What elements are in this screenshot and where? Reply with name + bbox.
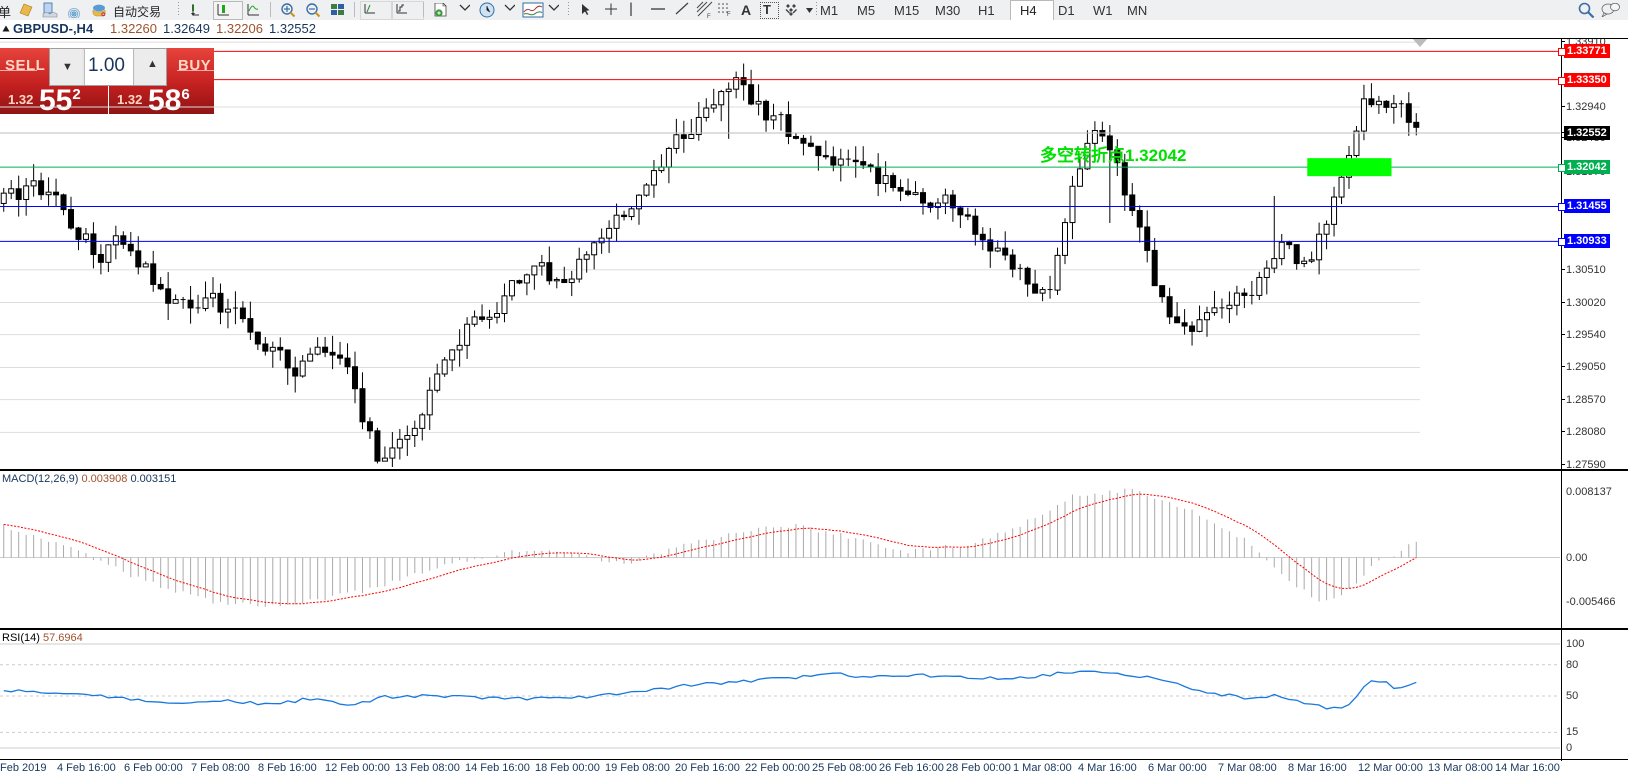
svg-text:多空转折点1.32042: 多空转折点1.32042 (1040, 145, 1186, 165)
svg-text:F: F (727, 12, 731, 16)
svg-text:F: F (707, 14, 711, 18)
